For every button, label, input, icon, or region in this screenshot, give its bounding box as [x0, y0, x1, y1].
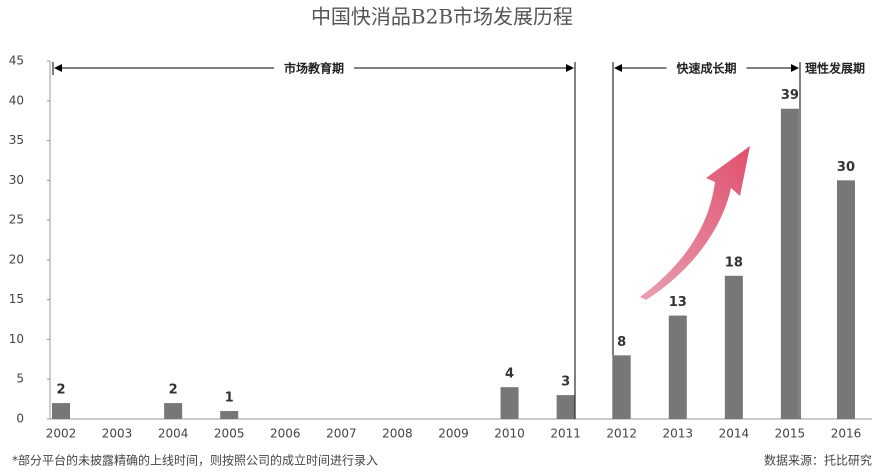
- phase-label: 市场教育期: [284, 61, 344, 76]
- bar: [164, 403, 183, 419]
- x-tick-label: 2014: [719, 427, 750, 441]
- bar: [556, 395, 575, 419]
- data-label: 4: [505, 367, 514, 382]
- y-tick-label: 40: [9, 93, 24, 107]
- bar: [724, 275, 743, 419]
- bar: [668, 315, 687, 419]
- data-label: 18: [725, 255, 743, 270]
- bar: [612, 355, 631, 419]
- x-tick-label: 2006: [270, 427, 301, 441]
- x-tick-label: 2007: [326, 427, 357, 441]
- x-tick-label: 2013: [662, 427, 693, 441]
- data-label: 13: [669, 295, 687, 310]
- data-label: 3: [561, 375, 570, 390]
- x-tick-label: 2010: [494, 427, 525, 441]
- y-tick-label: 5: [16, 372, 24, 386]
- y-tick-label: 0: [16, 412, 24, 426]
- data-label: 2: [56, 383, 65, 398]
- data-label: 30: [837, 160, 855, 175]
- x-tick-label: 2009: [438, 427, 469, 441]
- y-tick-label: 30: [9, 173, 24, 187]
- x-tick-label: 2016: [831, 427, 862, 441]
- data-label: 1: [225, 391, 234, 406]
- phase-label: 理性发展期: [805, 61, 865, 76]
- y-tick-label: 45: [9, 54, 24, 68]
- bar: [52, 403, 70, 419]
- y-tick-label: 15: [9, 292, 24, 306]
- x-tick-label: 2011: [550, 427, 581, 441]
- bar: [836, 180, 855, 419]
- growth-arrow: [640, 146, 750, 300]
- source: 数据来源：托比研究: [764, 453, 872, 468]
- x-tick-label: 2015: [775, 427, 806, 441]
- x-tick-label: 2005: [214, 427, 245, 441]
- data-label: 8: [617, 335, 626, 350]
- x-tick-label: 2012: [606, 427, 637, 441]
- x-tick-label: 2002: [46, 427, 77, 441]
- y-tick-label: 20: [9, 252, 24, 266]
- x-tick-label: 2008: [382, 427, 413, 441]
- bar: [500, 387, 519, 419]
- chart-title: 中国快消品B2B市场发展历程: [311, 5, 573, 29]
- x-tick-label: 2004: [158, 427, 189, 441]
- footnote: *部分平台的未披露精确的上线时间，则按照公司的成立时间进行录入: [12, 453, 378, 468]
- phase-label: 快速成长期: [676, 61, 736, 76]
- data-label: 2: [169, 383, 178, 398]
- x-tick-label: 2003: [102, 427, 133, 441]
- y-tick-label: 35: [9, 133, 24, 147]
- y-tick-label: 25: [9, 213, 24, 227]
- bar: [220, 411, 239, 419]
- y-tick-label: 10: [9, 332, 24, 346]
- bar: [780, 108, 799, 419]
- data-label: 39: [781, 88, 799, 103]
